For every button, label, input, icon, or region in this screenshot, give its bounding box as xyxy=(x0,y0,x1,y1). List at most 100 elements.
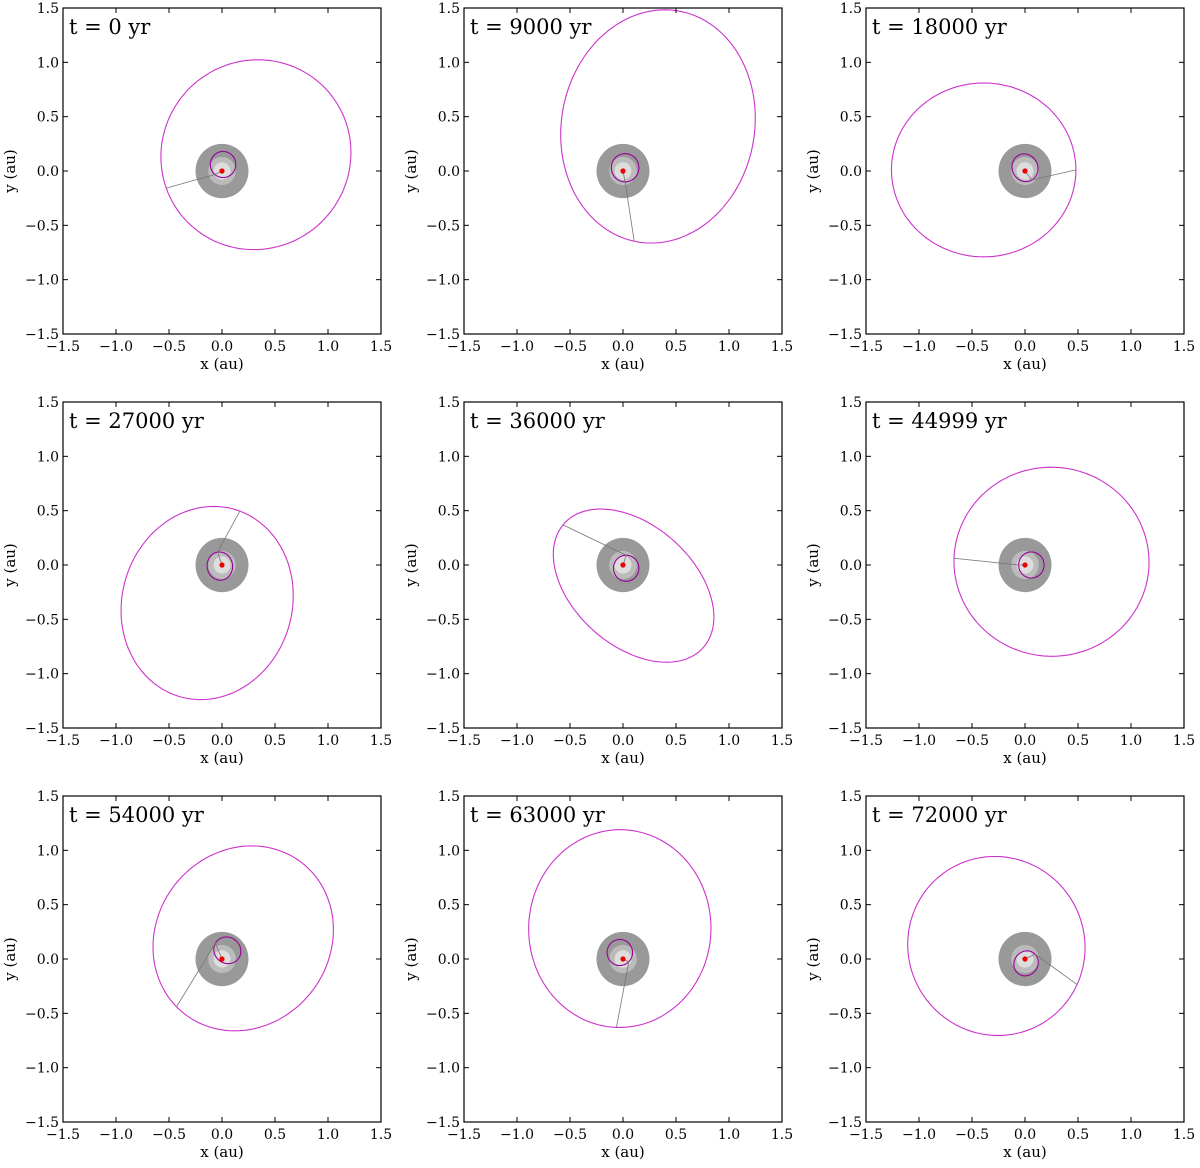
x-axis-label: x (au) xyxy=(601,1143,645,1161)
y-tick-label: 0.5 xyxy=(438,504,460,520)
y-tick-label: 1.5 xyxy=(37,789,59,805)
y-tick-label: 1.5 xyxy=(840,1,862,17)
orbit-panel: −1.5 −1.0 −0.5 0.0 0.5 1.0 1.5 1.5 1.0 0.5 0.0 −0.5… xyxy=(804,395,1195,767)
y-tick-label: −0.5 xyxy=(426,1006,460,1022)
x-tick-label: −0.5 xyxy=(152,733,186,749)
x-tick-label: 0.0 xyxy=(211,339,233,355)
x-tick-label: 0.5 xyxy=(1067,339,1089,355)
x-tick-label: −1.5 xyxy=(849,733,883,749)
x-axis-label: x (au) xyxy=(200,355,244,373)
x-tick-label: 0.0 xyxy=(612,733,634,749)
inner-orbit-line xyxy=(213,936,242,965)
x-axis-label: x (au) xyxy=(1003,355,1047,373)
x-tick-label: 1.5 xyxy=(370,339,392,355)
y-tick-label: 0.0 xyxy=(438,952,460,968)
periastron-connector xyxy=(176,942,223,1007)
x-tick-label: −0.5 xyxy=(955,1127,989,1143)
y-tick-label: −0.5 xyxy=(426,218,460,234)
x-tick-label: 0.5 xyxy=(665,733,687,749)
outer-orbit-line xyxy=(528,829,712,1028)
y-tick-label: 0.0 xyxy=(438,558,460,574)
x-tick-label: 0.5 xyxy=(264,339,286,355)
y-tick-label: 1.5 xyxy=(438,789,460,805)
x-tick-label: −1.5 xyxy=(46,1127,80,1143)
panel-time-label: t = 44999 yr xyxy=(872,409,1008,433)
x-tick-label: −1.5 xyxy=(447,1127,481,1143)
y-tick-label: 1.5 xyxy=(438,1,460,17)
y-tick-label: 0.0 xyxy=(840,558,862,574)
y-tick-label: −0.5 xyxy=(426,612,460,628)
x-tick-label: 0.0 xyxy=(612,339,634,355)
y-tick-label: −1.5 xyxy=(426,327,460,343)
x-tick-label: −0.5 xyxy=(955,339,989,355)
y-tick-label: −1.5 xyxy=(828,1115,862,1131)
x-tick-label: −0.5 xyxy=(553,339,587,355)
central-star-marker xyxy=(620,168,626,174)
periastron-connector xyxy=(1024,169,1076,181)
x-axis-label: x (au) xyxy=(1003,749,1047,767)
x-tick-label: −1.0 xyxy=(500,1127,534,1143)
y-tick-label: 1.0 xyxy=(438,843,460,859)
y-tick-label: −0.5 xyxy=(25,612,59,628)
central-star-marker xyxy=(219,168,225,174)
x-tick-label: −1.5 xyxy=(447,339,481,355)
y-axis-label: y (au) xyxy=(804,149,822,194)
x-tick-label: −1.5 xyxy=(849,339,883,355)
orbit-panel: −1.5 −1.0 −0.5 0.0 0.5 1.0 1.5 1.5 1.0 0.5 0.0 −0.5… xyxy=(804,1,1195,373)
y-axis-label: y (au) xyxy=(402,149,420,194)
x-axis-label: x (au) xyxy=(601,355,645,373)
x-tick-label: 1.0 xyxy=(718,1127,740,1143)
y-tick-label: −1.0 xyxy=(426,1061,460,1077)
y-tick-label: −1.0 xyxy=(426,273,460,289)
y-tick-label: −1.0 xyxy=(828,667,862,683)
y-tick-label: −0.5 xyxy=(828,1006,862,1022)
outer-orbit-line xyxy=(552,508,715,663)
plot-area xyxy=(560,9,756,244)
x-tick-label: 0.0 xyxy=(612,1127,634,1143)
central-star-marker xyxy=(1022,168,1028,174)
y-axis-label: y (au) xyxy=(804,543,822,588)
y-tick-label: 0.0 xyxy=(37,164,59,180)
periastron-connector xyxy=(217,510,241,566)
x-tick-label: −1.5 xyxy=(46,339,80,355)
outer-orbit-line xyxy=(120,505,294,701)
central-star-marker xyxy=(620,956,626,962)
orbit-panel: −1.5 −1.0 −0.5 0.0 0.5 1.0 1.5 1.5 1.0 0.5 0.0 −0.5… xyxy=(402,395,793,767)
orbit-panel: −1.5 −1.0 −0.5 0.0 0.5 1.0 1.5 1.5 1.0 0.5 0.0 −0.5… xyxy=(1,1,392,373)
x-tick-label: −1.0 xyxy=(902,733,936,749)
y-tick-label: −0.5 xyxy=(828,218,862,234)
x-tick-label: 0.5 xyxy=(1067,733,1089,749)
panel-time-label: t = 36000 yr xyxy=(470,409,606,433)
x-tick-label: 1.0 xyxy=(1120,1127,1142,1143)
y-tick-label: 0.0 xyxy=(438,164,460,180)
y-tick-label: 1.5 xyxy=(438,395,460,411)
y-tick-label: 1.5 xyxy=(840,789,862,805)
y-tick-label: −0.5 xyxy=(25,218,59,234)
x-tick-label: 1.0 xyxy=(317,339,339,355)
periastron-connector xyxy=(1024,953,1078,985)
panel-time-label: t = 18000 yr xyxy=(872,15,1008,39)
orbit-panel: −1.5 −1.0 −0.5 0.0 0.5 1.0 1.5 1.5 1.0 0.5 0.0 −0.5… xyxy=(402,789,793,1161)
y-tick-label: 1.0 xyxy=(438,55,460,71)
x-tick-label: 1.0 xyxy=(718,339,740,355)
plot-area xyxy=(160,59,352,251)
y-tick-label: −0.5 xyxy=(25,1006,59,1022)
y-tick-label: 0.5 xyxy=(840,898,862,914)
panel-time-label: t = 9000 yr xyxy=(470,15,592,39)
orbit-panel: −1.5 −1.0 −0.5 0.0 0.5 1.0 1.5 1.5 1.0 0.5 0.0 −0.5… xyxy=(1,395,392,767)
x-tick-label: 0.0 xyxy=(1014,1127,1036,1143)
y-tick-label: 0.0 xyxy=(840,952,862,968)
inner-orbit-line xyxy=(1011,153,1039,183)
x-tick-label: −0.5 xyxy=(553,733,587,749)
plot-area xyxy=(152,845,334,1032)
x-tick-label: −1.0 xyxy=(99,733,133,749)
outer-orbit-line xyxy=(890,82,1077,258)
x-tick-label: 1.0 xyxy=(317,733,339,749)
x-tick-label: 1.0 xyxy=(1120,339,1142,355)
panel-time-label: t = 27000 yr xyxy=(69,409,205,433)
plot-area xyxy=(953,466,1150,657)
y-tick-label: 0.5 xyxy=(37,504,59,520)
x-tick-label: 1.5 xyxy=(370,733,392,749)
plot-area xyxy=(907,855,1086,1036)
x-tick-label: 1.0 xyxy=(718,733,740,749)
